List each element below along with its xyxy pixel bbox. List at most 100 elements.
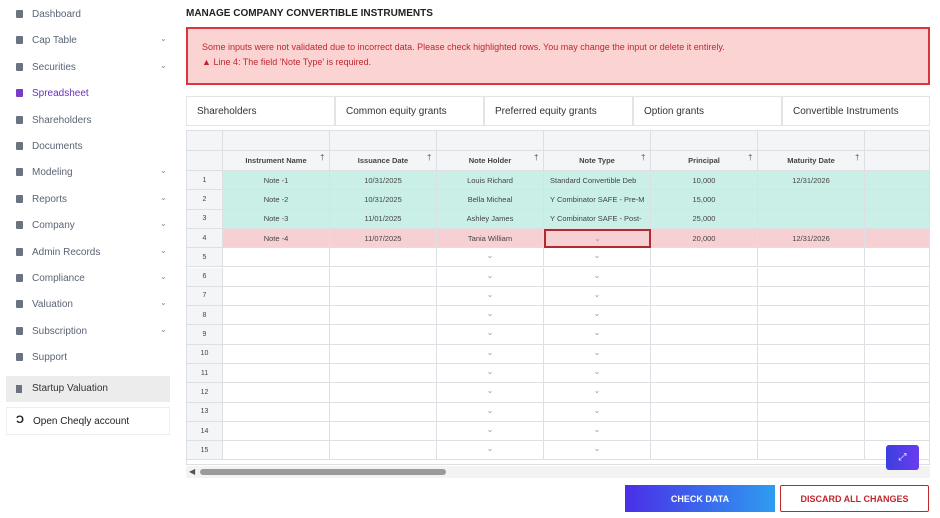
table-cell[interactable]: Y Combinator SAFE - Post- [544, 209, 651, 229]
tab[interactable]: Option grants [633, 96, 782, 126]
table-cell[interactable] [330, 286, 437, 307]
table-cell[interactable] [758, 267, 865, 287]
table-cell[interactable]: ⌄ [544, 421, 651, 442]
table-cell[interactable]: ⌄ [544, 306, 651, 326]
table-cell[interactable]: 5 [865, 228, 929, 249]
nav-item[interactable]: Subscription ⌄ [8, 321, 170, 341]
table-cell[interactable] [651, 267, 758, 287]
table-cell[interactable] [330, 364, 437, 384]
table-cell[interactable]: ⌄ [437, 402, 544, 422]
table-cell[interactable] [223, 267, 330, 287]
nav-item[interactable]: Admin Records ⌄ [8, 242, 170, 262]
table-cell[interactable] [330, 306, 437, 326]
nav-item[interactable]: Documents [8, 136, 170, 156]
table-cell[interactable]: ⌄ [437, 286, 544, 307]
table-cell[interactable]: 5 [865, 171, 929, 191]
table-cell[interactable]: Note -4 [223, 228, 330, 249]
table-cell[interactable] [330, 402, 437, 422]
table-cell[interactable] [651, 441, 758, 461]
table-cell[interactable] [651, 421, 758, 442]
discard-button[interactable]: DISCARD ALL CHANGES [780, 485, 929, 512]
nav-item[interactable]: Securities ⌄ [8, 57, 170, 77]
column-header[interactable]: Note Type [544, 151, 651, 171]
table-cell[interactable]: ⌄ [437, 248, 544, 268]
table-cell[interactable]: ⌄ [437, 325, 544, 345]
table-cell[interactable]: 15,000 [651, 190, 758, 210]
table-cell[interactable] [330, 325, 437, 345]
nav-item[interactable]: Modeling ⌄ [8, 162, 170, 182]
table-cell[interactable]: ⌄ [544, 344, 651, 364]
table-cell[interactable]: Note -2 [223, 190, 330, 210]
table-cell[interactable] [330, 344, 437, 364]
table-cell[interactable] [758, 421, 865, 442]
table-cell[interactable] [865, 344, 929, 364]
table-cell[interactable]: Ashley James [437, 209, 544, 229]
table-cell[interactable] [651, 306, 758, 326]
table-cell[interactable] [223, 421, 330, 442]
table-cell[interactable]: Y Combinator SAFE - Pre-M [544, 190, 651, 210]
table-cell[interactable] [865, 364, 929, 384]
table-cell[interactable]: ⌄ [437, 441, 544, 461]
column-header[interactable]: Maturity Date [758, 151, 865, 171]
table-cell[interactable]: ⌄ [544, 248, 651, 268]
table-cell[interactable]: 10/31/2025 [330, 171, 437, 191]
table-cell[interactable]: ⌄ [544, 402, 651, 422]
tab[interactable]: Shareholders [186, 96, 335, 126]
table-cell[interactable] [865, 325, 929, 345]
expand-button[interactable]: ⤢ [886, 445, 919, 470]
table-cell[interactable] [865, 421, 929, 442]
nav-item[interactable]: Cap Table ⌄ [8, 30, 170, 50]
table-cell[interactable] [223, 306, 330, 326]
nav-item[interactable]: Startup Valuation [6, 376, 170, 402]
table-cell[interactable] [651, 248, 758, 268]
table-cell[interactable] [330, 383, 437, 403]
table-cell[interactable]: 10,000 [651, 171, 758, 191]
table-cell[interactable] [223, 383, 330, 403]
table-cell[interactable]: 11/01/2025 [330, 209, 437, 229]
table-cell[interactable]: Note -3 [223, 209, 330, 229]
table-cell[interactable] [865, 306, 929, 326]
column-header[interactable]: Interest [865, 151, 929, 171]
table-cell[interactable]: ⌄ [437, 344, 544, 364]
table-cell[interactable]: 12/31/2026 [758, 228, 865, 249]
table-cell[interactable] [223, 248, 330, 268]
table-cell[interactable] [330, 248, 437, 268]
table-cell[interactable] [330, 441, 437, 461]
table-cell[interactable]: ⌄ [544, 441, 651, 461]
table-cell[interactable] [758, 209, 865, 229]
table-cell[interactable]: ⌄ [544, 325, 651, 345]
table-cell[interactable]: ⌄ [437, 383, 544, 403]
table-cell[interactable] [865, 286, 929, 307]
table-cell[interactable] [758, 383, 865, 403]
table-cell[interactable] [758, 344, 865, 364]
table-cell[interactable]: Standard Convertible Deb [544, 171, 651, 191]
table-cell[interactable] [223, 402, 330, 422]
table-cell[interactable] [865, 248, 929, 268]
table-cell[interactable] [651, 325, 758, 345]
table-cell[interactable] [758, 441, 865, 461]
nav-item[interactable]: Support [8, 347, 170, 367]
nav-item[interactable]: Dashboard [8, 4, 170, 24]
nav-item[interactable]: Compliance ⌄ [8, 268, 170, 288]
table-cell[interactable] [651, 286, 758, 307]
table-cell[interactable] [758, 286, 865, 307]
table-cell[interactable]: ⌄ [544, 286, 651, 307]
scroll-left[interactable]: ◀ [189, 467, 196, 476]
table-cell[interactable]: ⌄ [437, 364, 544, 384]
table-cell[interactable]: ⌄ [544, 267, 651, 287]
table-cell[interactable] [758, 190, 865, 210]
table-cell[interactable] [651, 344, 758, 364]
table-cell[interactable]: 25,000 [651, 209, 758, 229]
nav-item[interactable]: Company ⌄ [8, 215, 170, 235]
table-cell[interactable] [223, 325, 330, 345]
table-cell[interactable]: ⌄ [437, 421, 544, 442]
table-cell[interactable] [651, 364, 758, 384]
tab[interactable]: Preferred equity grants [484, 96, 633, 126]
column-header[interactable]: Instrument Name [223, 151, 330, 171]
table-cell[interactable]: Tania William [437, 228, 544, 249]
table-cell[interactable]: Note -1 [223, 171, 330, 191]
table-cell[interactable] [865, 190, 929, 210]
table-cell[interactable]: Louis Richard [437, 171, 544, 191]
tab[interactable]: Convertible Instruments [782, 96, 930, 126]
tab[interactable]: Common equity grants [335, 96, 484, 126]
